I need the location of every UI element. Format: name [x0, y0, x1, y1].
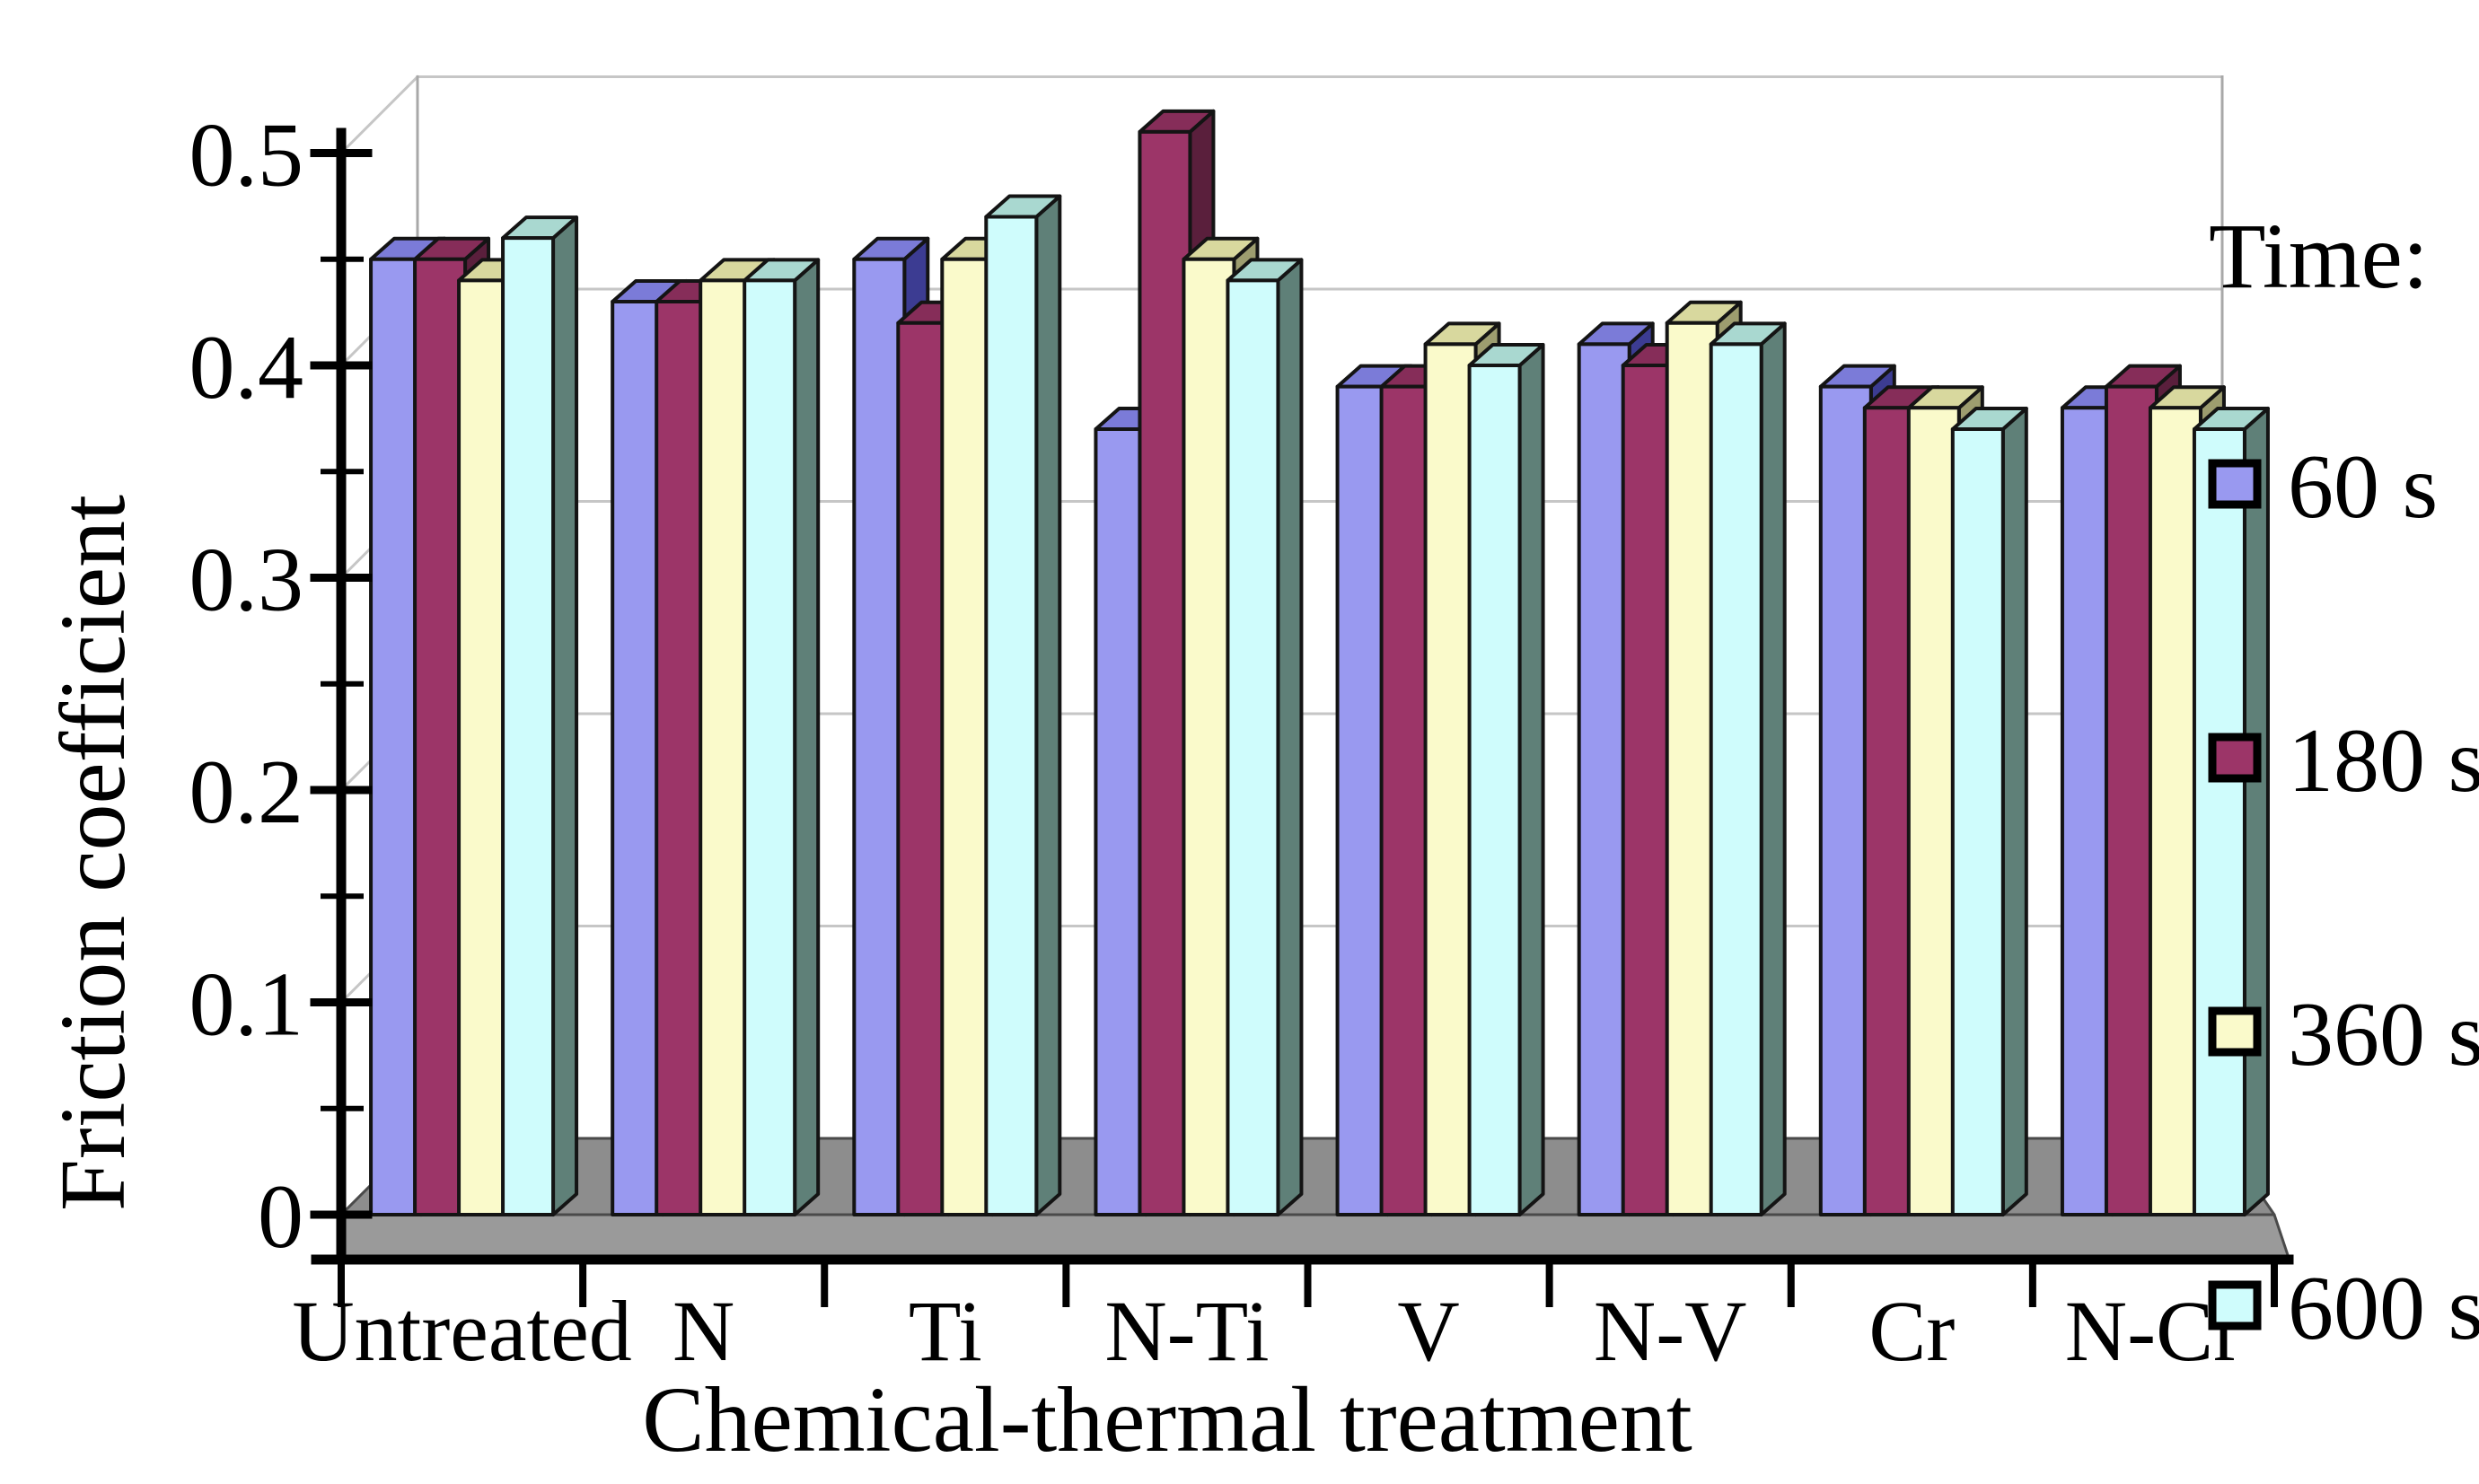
legend-swatch-60 s: [2208, 459, 2262, 509]
legend-swatch-180 s: [2208, 733, 2262, 783]
bar-side-Untreated-600 s: [551, 215, 579, 1216]
bar-side-N-Cr-600 s: [2242, 406, 2270, 1216]
x-axis-title: Chemical-thermal treatment: [642, 1368, 1692, 1471]
x-category-label: N-Ti: [1104, 1283, 1269, 1379]
left-wall-gridline: [338, 75, 420, 155]
bar-side-Cr-600 s: [2000, 406, 2028, 1216]
y-tick-label: 0.4: [189, 317, 304, 418]
bar-N-Ti-600 s: [1226, 278, 1280, 1216]
bar-V-600 s: [1467, 364, 1522, 1216]
y-tick-label: 0.3: [189, 530, 304, 631]
x-category-label: Untreated: [292, 1283, 631, 1379]
legend-swatch-360 s: [2208, 1006, 2262, 1057]
x-category-label: Cr: [1868, 1283, 1955, 1379]
bar-Untreated-600 s: [501, 236, 556, 1216]
y-axis-title: Friction coefficient: [41, 495, 145, 1211]
legend-title: Time:: [2209, 205, 2429, 308]
legend-label: 60 s: [2288, 436, 2438, 538]
legend-label: 180 s: [2288, 710, 2479, 812]
bar-side-N-600 s: [793, 258, 821, 1216]
bar-side-N-Ti-600 s: [1276, 258, 1304, 1216]
floor-front: [339, 1213, 2290, 1260]
x-category-label: Ti: [909, 1283, 982, 1379]
bar-side-N-V-600 s: [1759, 321, 1787, 1216]
bar-N-Cr-600 s: [2192, 426, 2246, 1216]
legend-label: 600 s: [2288, 1258, 2479, 1359]
x-category-label: V: [1397, 1283, 1459, 1379]
y-tick-label: 0: [258, 1166, 303, 1268]
y-tick-label: 0.1: [189, 954, 304, 1056]
bar-Ti-600 s: [984, 215, 1039, 1216]
bar-side-V-600 s: [1517, 343, 1545, 1216]
bar-N-600 s: [743, 278, 797, 1216]
x-category-label: N: [672, 1283, 734, 1379]
bar-side-Ti-600 s: [1034, 194, 1062, 1216]
bar-Cr-600 s: [1950, 426, 2005, 1216]
y-tick-label: 0.2: [189, 742, 304, 843]
bar-N-V-600 s: [1709, 342, 1763, 1216]
y-tick-label: 0.5: [189, 105, 304, 206]
legend-swatch-600 s: [2208, 1280, 2262, 1330]
x-category-label: N-V: [1594, 1283, 1747, 1379]
legend-label: 360 s: [2288, 984, 2479, 1085]
